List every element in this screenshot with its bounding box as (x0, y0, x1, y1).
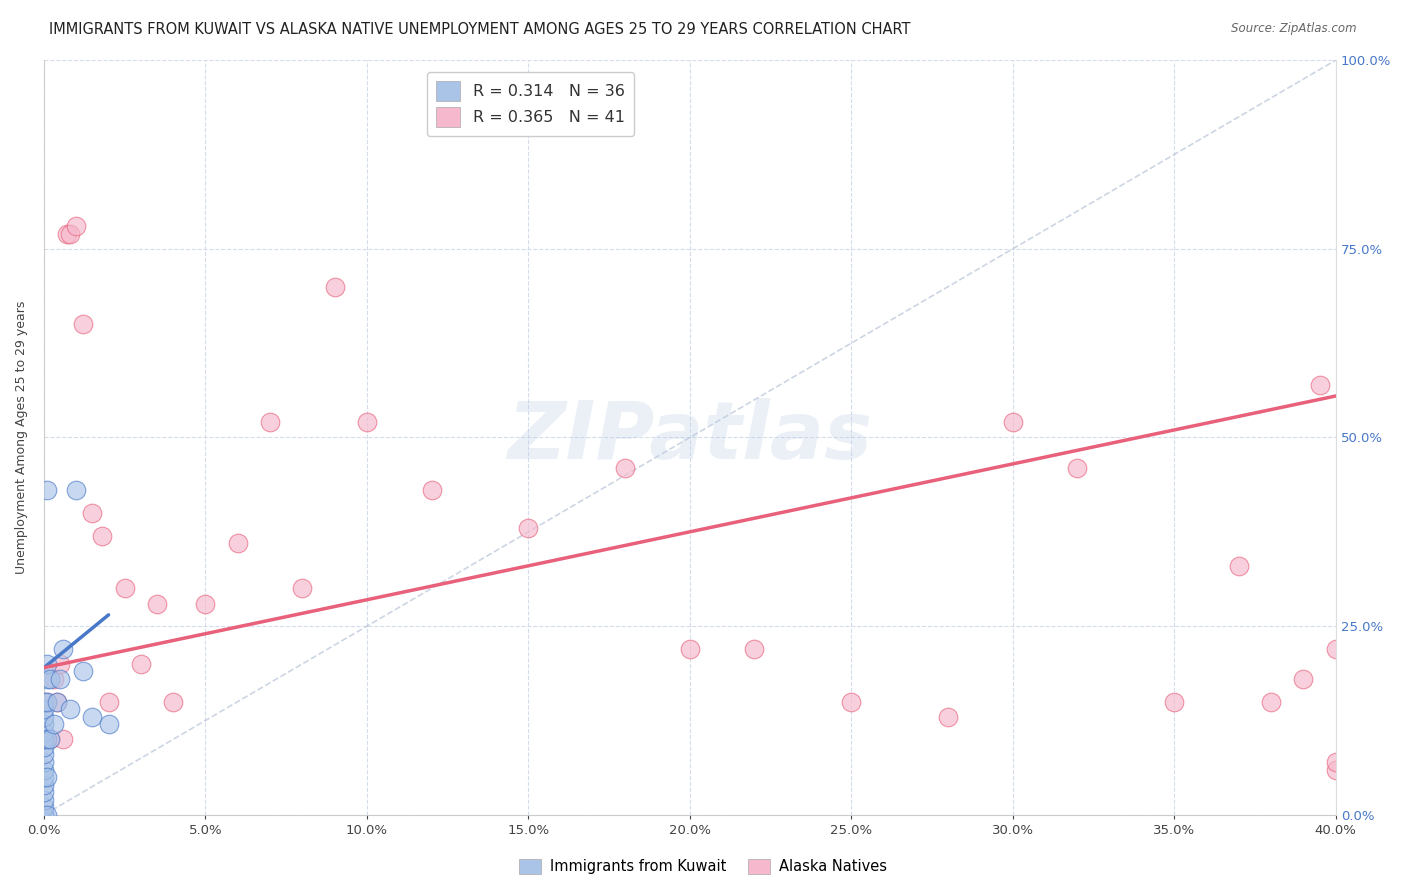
Legend: Immigrants from Kuwait, Alaska Natives: Immigrants from Kuwait, Alaska Natives (513, 853, 893, 880)
Point (32, 732, 55, 747)
Point (59, 702, 82, 716)
Point (32, 710, 55, 724)
Point (32, 763, 55, 777)
Point (37, 483, 59, 498)
Point (32, 724, 55, 739)
Point (72, 665, 94, 679)
Point (291, 582, 314, 596)
Point (614, 460, 637, 475)
Point (82, 710, 104, 724)
Point (32, 807, 55, 822)
Point (1260, 695, 1282, 709)
Point (146, 597, 169, 611)
Point (32, 747, 55, 762)
Point (55, 227, 77, 241)
Point (841, 695, 863, 709)
Point (162, 695, 184, 709)
Point (39, 732, 62, 747)
Point (37, 695, 59, 709)
Point (32, 793, 55, 807)
Point (32, 739, 55, 754)
Point (97, 717, 120, 731)
Point (1292, 672, 1315, 686)
Point (91, 528, 114, 542)
Point (226, 536, 249, 550)
Point (1324, 641, 1347, 656)
Point (356, 416, 378, 430)
Point (32, 717, 55, 731)
Point (194, 597, 217, 611)
Point (39, 732, 62, 747)
Point (65, 483, 87, 498)
Legend: R = 0.314   N = 36, R = 0.365   N = 41: R = 0.314 N = 36, R = 0.365 N = 41 (426, 72, 634, 136)
Point (129, 657, 152, 671)
Point (37, 695, 59, 709)
Point (37, 672, 59, 686)
Point (65, 219, 87, 234)
Y-axis label: Unemployment Among Ages 25 to 29 years: Unemployment Among Ages 25 to 29 years (15, 301, 28, 574)
Point (32, 755, 55, 769)
Point (37, 770, 59, 784)
Point (49, 657, 72, 671)
Point (1163, 695, 1185, 709)
Point (32, 702, 55, 716)
Point (37, 732, 59, 747)
Point (97, 695, 120, 709)
Point (114, 582, 136, 596)
Point (45, 695, 67, 709)
Point (32, 732, 55, 747)
Point (679, 641, 702, 656)
Point (82, 506, 104, 520)
Point (37, 807, 59, 822)
Point (59, 227, 82, 241)
Point (49, 672, 72, 686)
Point (37, 657, 59, 671)
Point (32, 770, 55, 784)
Point (1324, 763, 1347, 777)
Point (32, 807, 55, 822)
Point (1227, 558, 1250, 573)
Point (52, 641, 75, 656)
Point (45, 695, 67, 709)
Point (32, 785, 55, 799)
Point (420, 483, 443, 498)
Point (744, 641, 766, 656)
Point (1066, 460, 1088, 475)
Text: Source: ZipAtlas.com: Source: ZipAtlas.com (1232, 22, 1357, 36)
Point (42, 672, 65, 686)
Point (32, 778, 55, 792)
Text: ZIPatlas: ZIPatlas (508, 399, 872, 476)
Point (517, 521, 540, 535)
Point (1324, 755, 1347, 769)
Point (259, 416, 281, 430)
Point (323, 279, 346, 293)
Point (1309, 377, 1331, 392)
Point (32, 807, 55, 822)
Point (39, 672, 62, 686)
Point (32, 800, 55, 814)
Point (936, 710, 959, 724)
Point (1001, 416, 1024, 430)
Text: IMMIGRANTS FROM KUWAIT VS ALASKA NATIVE UNEMPLOYMENT AMONG AGES 25 TO 29 YEARS C: IMMIGRANTS FROM KUWAIT VS ALASKA NATIVE … (49, 22, 911, 37)
Point (42, 717, 65, 731)
Point (52, 732, 75, 747)
Point (72, 318, 94, 332)
Point (32, 695, 55, 709)
